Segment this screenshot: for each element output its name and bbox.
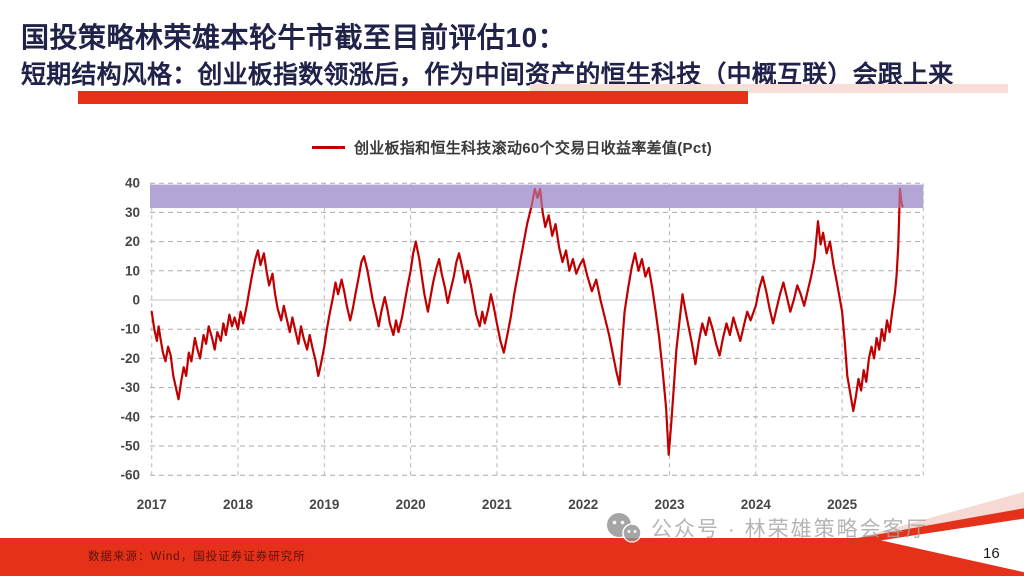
svg-text:2018: 2018	[223, 497, 254, 512]
svg-text:2023: 2023	[655, 497, 686, 512]
svg-text:0: 0	[132, 293, 140, 308]
svg-text:40: 40	[125, 176, 140, 191]
svg-text:2024: 2024	[741, 497, 772, 512]
svg-text:2020: 2020	[396, 497, 426, 512]
svg-text:2022: 2022	[568, 497, 598, 512]
svg-text:10: 10	[125, 263, 140, 278]
svg-text:-40: -40	[120, 409, 140, 424]
title-underline-bar	[78, 91, 748, 104]
legend-line-sample	[311, 145, 345, 149]
legend-label: 创业板指和恒生科技滚动60个交易日收益率差值(Pct)	[353, 139, 713, 157]
page-title: 国投策略林荣雄本轮牛市截至目前评估10：	[21, 22, 567, 53]
data-source-note: 数据来源：Wind，国投证券证券研究所	[88, 551, 306, 563]
svg-text:2019: 2019	[309, 497, 339, 512]
watermark: 公众号 · 林荣雄策略会客厅	[604, 512, 929, 544]
svg-text:20: 20	[125, 234, 140, 249]
watermark-text: 公众号 · 林荣雄策略会客厅	[651, 518, 929, 541]
svg-text:-30: -30	[120, 380, 140, 395]
svg-text:-20: -20	[120, 351, 140, 366]
svg-text:2021: 2021	[482, 497, 513, 512]
svg-text:2025: 2025	[827, 497, 858, 512]
line-chart: 40 30 20 10 0 -10 -20 -30 -40 -50 -60 2017 2018 2019 2…	[120, 176, 924, 512]
svg-text:30: 30	[125, 205, 140, 220]
wechat-icon	[607, 513, 642, 543]
svg-text:-50: -50	[120, 439, 140, 454]
footer-red-band	[0, 538, 1024, 576]
svg-text:2017: 2017	[137, 497, 167, 512]
page-number: 16	[983, 545, 1000, 562]
svg-text:-60: -60	[120, 468, 140, 483]
subtitle-highlight-strip	[530, 84, 1008, 93]
chart-legend: 创业板指和恒生科技滚动60个交易日收益率差值(Pct)	[0, 137, 1024, 157]
svg-text:-10: -10	[120, 322, 140, 337]
chart-area: 40 30 20 10 0 -10 -20 -30 -40 -50 -60 2017 2018 2019 2…	[100, 170, 960, 515]
